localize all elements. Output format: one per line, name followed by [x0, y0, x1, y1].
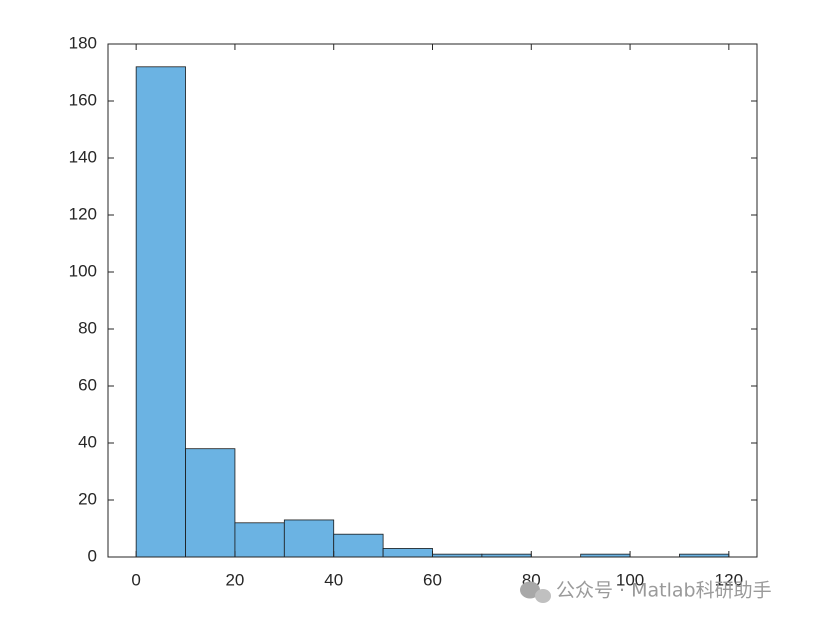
y-tick-label: 120: [69, 204, 97, 223]
watermark-icon: [520, 581, 551, 603]
bar: [382, 548, 433, 558]
y-tick-label: 0: [88, 546, 97, 565]
bar: [333, 533, 384, 558]
x-tick-label: 120: [715, 570, 743, 589]
y-tick-label: 140: [69, 147, 97, 166]
y-tick-label: 100: [69, 261, 97, 280]
x-tick-label: 100: [616, 570, 644, 589]
bar: [234, 522, 285, 558]
y-tick-label: 40: [78, 432, 97, 451]
watermark: 公众号 · Matlab科研助手: [556, 580, 772, 602]
bar: [185, 448, 236, 558]
bar: [135, 66, 186, 558]
y-tick-label: 80: [78, 318, 97, 337]
y-tick-label: 160: [69, 90, 97, 109]
y-tick-label: 60: [78, 375, 97, 394]
x-tick-label: 0: [131, 570, 140, 589]
x-tick-label: 20: [225, 570, 244, 589]
bar: [283, 519, 335, 558]
y-tick-label: 20: [78, 489, 97, 508]
y-tick-label: 180: [69, 33, 97, 52]
x-tick-label: 60: [423, 570, 442, 589]
x-tick-label: 40: [324, 570, 343, 589]
